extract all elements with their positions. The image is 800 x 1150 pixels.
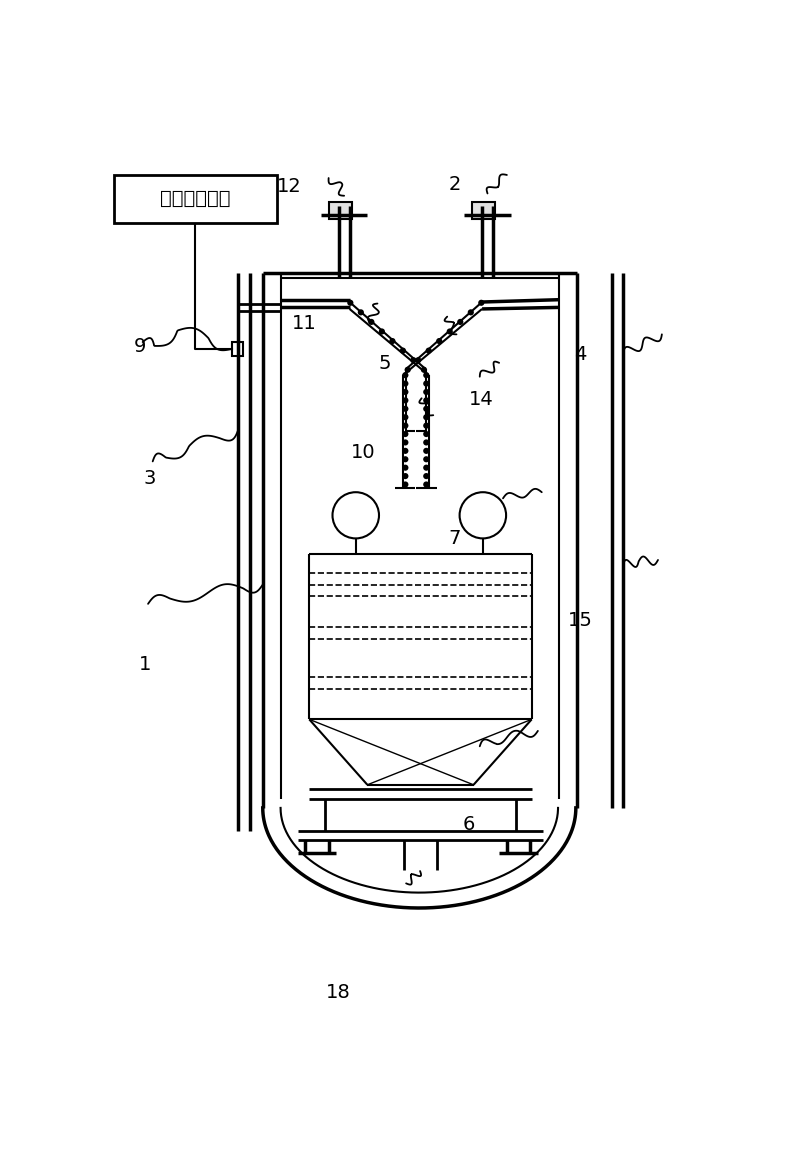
Bar xyxy=(329,202,352,218)
Circle shape xyxy=(423,439,430,445)
Circle shape xyxy=(423,373,430,378)
Circle shape xyxy=(402,465,409,470)
Circle shape xyxy=(421,367,427,373)
Circle shape xyxy=(423,397,430,404)
Bar xyxy=(472,202,495,218)
Text: 3: 3 xyxy=(143,469,156,489)
Circle shape xyxy=(468,309,474,315)
Circle shape xyxy=(402,373,409,378)
Bar xyxy=(232,342,242,355)
Circle shape xyxy=(423,431,430,437)
Text: 5: 5 xyxy=(379,354,391,374)
Circle shape xyxy=(402,389,409,396)
Circle shape xyxy=(423,473,430,480)
Circle shape xyxy=(368,319,374,325)
Circle shape xyxy=(423,422,430,429)
Circle shape xyxy=(423,482,430,488)
Circle shape xyxy=(423,457,430,462)
Circle shape xyxy=(402,482,409,488)
Circle shape xyxy=(400,347,406,354)
Text: 1: 1 xyxy=(138,656,151,674)
Text: 9: 9 xyxy=(134,337,146,355)
Text: 2: 2 xyxy=(449,175,461,193)
Circle shape xyxy=(410,358,417,363)
Text: 4: 4 xyxy=(574,345,586,365)
Circle shape xyxy=(423,389,430,396)
Circle shape xyxy=(402,414,409,420)
Circle shape xyxy=(402,447,409,454)
Text: 7: 7 xyxy=(449,529,461,547)
Text: 6: 6 xyxy=(462,814,475,834)
Circle shape xyxy=(423,465,430,470)
Circle shape xyxy=(390,338,395,344)
Circle shape xyxy=(405,367,410,373)
Text: 12: 12 xyxy=(277,177,302,197)
Circle shape xyxy=(459,492,506,538)
Circle shape xyxy=(415,358,422,363)
Circle shape xyxy=(347,300,354,306)
Text: 11: 11 xyxy=(292,314,317,334)
Text: 10: 10 xyxy=(351,443,376,462)
Circle shape xyxy=(423,381,430,386)
Circle shape xyxy=(333,492,379,538)
Circle shape xyxy=(378,329,385,335)
Circle shape xyxy=(402,381,409,386)
Circle shape xyxy=(423,447,430,454)
Circle shape xyxy=(423,406,430,412)
Text: 信号处理装置: 信号处理装置 xyxy=(160,190,230,208)
Circle shape xyxy=(436,338,442,344)
Circle shape xyxy=(423,414,430,420)
Text: 15: 15 xyxy=(568,611,593,630)
Circle shape xyxy=(402,422,409,429)
Circle shape xyxy=(402,431,409,437)
Circle shape xyxy=(402,473,409,480)
Circle shape xyxy=(358,309,364,315)
Text: 14: 14 xyxy=(469,390,494,408)
Circle shape xyxy=(426,347,432,354)
Circle shape xyxy=(446,329,453,335)
Text: 18: 18 xyxy=(326,983,351,1002)
Circle shape xyxy=(402,397,409,404)
Circle shape xyxy=(457,319,463,325)
Circle shape xyxy=(478,300,485,306)
Circle shape xyxy=(402,457,409,462)
Circle shape xyxy=(402,439,409,445)
Bar xyxy=(114,175,277,223)
Circle shape xyxy=(402,406,409,412)
